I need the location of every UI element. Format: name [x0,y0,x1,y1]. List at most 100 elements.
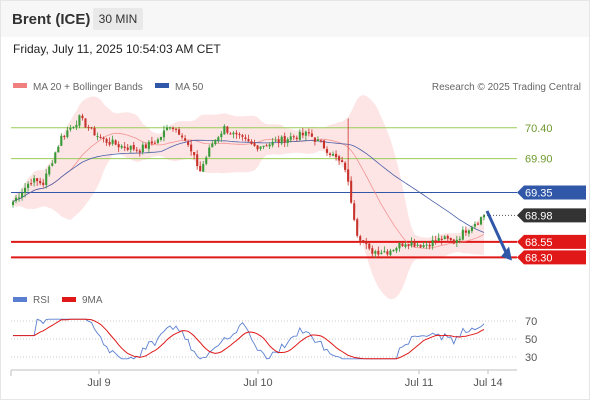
ma50-line [12,139,485,233]
candle [467,229,470,237]
candle-body [434,240,437,242]
candle [356,217,359,238]
candle [335,150,338,161]
candle [171,126,175,132]
candle-body [235,132,238,135]
candle [105,137,108,146]
candle-body [476,223,480,225]
candle-body [232,132,235,135]
candle [39,177,42,186]
candle-body [11,201,15,205]
candle-body [253,143,256,146]
candle [90,126,93,130]
candle [11,200,15,208]
candle-body [117,144,120,148]
candle [368,242,371,251]
candle-body [199,165,202,172]
candle [42,178,45,188]
candle-body [350,180,353,203]
candle [413,238,416,248]
candle [377,246,380,259]
candle [208,144,211,158]
candle [395,246,398,254]
candle-body [208,147,211,157]
candle [48,164,51,177]
candle-body [443,236,446,240]
candle [331,151,335,156]
candle [350,176,353,204]
candle [473,221,476,230]
candle-body [283,135,286,143]
candle [250,139,253,145]
candle [57,145,60,153]
candle-body [226,126,229,133]
candle [322,140,326,149]
candle [286,137,289,147]
candle [344,161,347,173]
candle [162,125,166,142]
candle [419,244,422,248]
rsi-plot-area: 70 50 30 [11,316,537,364]
candle [66,126,69,139]
candle-body [168,127,172,129]
candle-body [36,178,39,182]
candle-body [81,115,84,119]
candle-body [138,150,141,153]
candle-body [404,244,407,247]
candle [72,126,75,129]
x-axis: Jul 9 Jul 10 Jul 11 Jul 14 [10,370,503,389]
candle-body [96,136,99,138]
candle [111,135,114,146]
candle-body [165,127,169,131]
bollinger-band [13,94,484,300]
candle [295,135,298,141]
candle [181,133,184,140]
candle-body [217,137,220,141]
ma20-legend-swatch [13,83,27,88]
candle-body [461,229,464,240]
candle-body [259,146,262,149]
candle [386,249,389,257]
candle [458,236,461,244]
candle-body [268,144,271,147]
candle [205,155,208,166]
candle-body [392,250,395,252]
candle [271,137,274,148]
candle [244,134,247,142]
candle [220,130,223,142]
candle [214,139,217,146]
candle-body [344,162,347,170]
candle-body [193,151,196,156]
candle [389,248,392,257]
candle-body [48,166,51,175]
candle [196,150,199,170]
candle [153,140,156,145]
candle [235,130,238,139]
candle [446,234,449,243]
ma50-legend-swatch [155,83,169,88]
candle-body [286,139,289,143]
timeframe-badge[interactable]: 30 MIN [93,8,143,30]
rsi-ma-legend-label: 9MA [82,295,103,306]
candle [452,238,455,245]
candle-body [181,135,184,138]
candle [359,234,362,246]
candle [404,241,407,249]
candle-body [126,147,129,150]
candle-body [150,141,153,144]
level-label: 70.40 [525,123,553,135]
candle-body [313,137,316,142]
candle-body [196,154,199,167]
candle [268,142,271,150]
candle-body [129,145,132,150]
candle-body [401,243,404,247]
candle [443,235,446,240]
candle [392,249,395,252]
candle-body [66,130,69,137]
level-label: 68.55 [525,237,553,249]
candle-body [214,139,217,145]
candle [211,140,214,148]
rsi-tick-label: 70 [525,316,537,328]
candle [168,126,172,130]
